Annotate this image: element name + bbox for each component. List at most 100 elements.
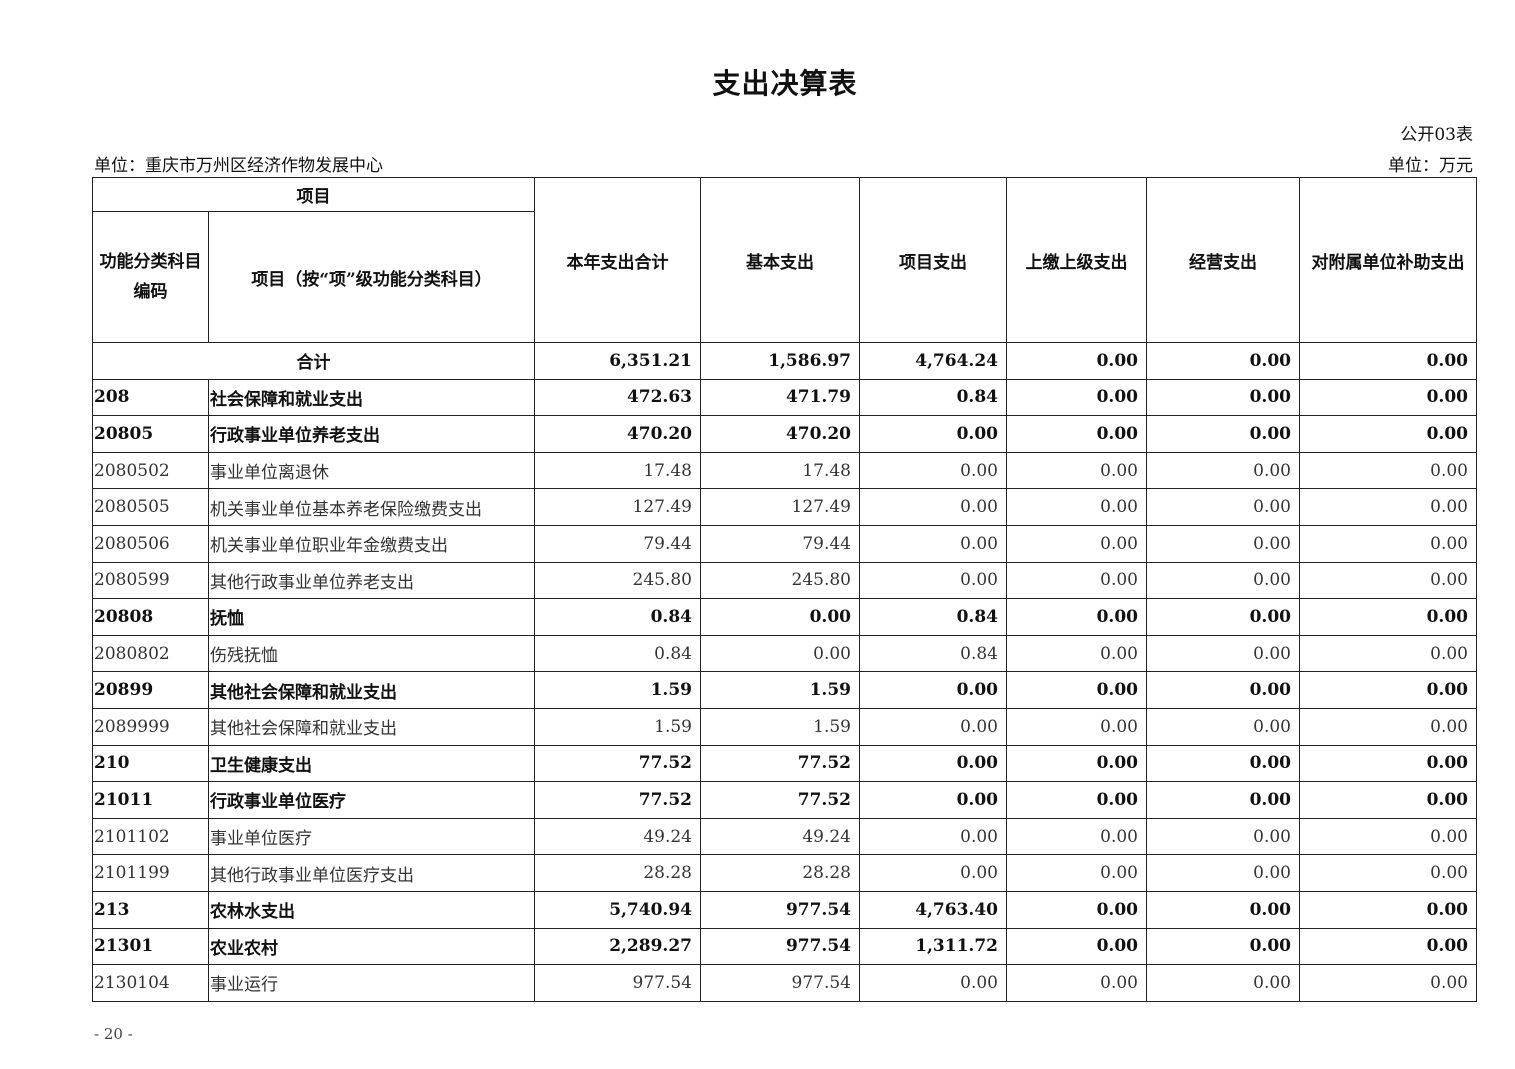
row-value: 0.00 <box>1006 451 1147 490</box>
table-row: 2101102 事业单位医疗 49.24 49.24 0.00 0.00 0.00 0.00 <box>92 817 1477 856</box>
table-row: 2080505 机关事业单位基本养老保险缴费支出 127.49 127.49 0.00 0… <box>92 488 1477 526</box>
row-code: 2080502 <box>92 451 209 490</box>
table-row: 21301 农业农村 2,289.27 977.54 1,311.72 0.00 0.00 0… <box>92 927 1477 966</box>
row-value: 0.00 <box>1299 451 1477 490</box>
row-name: 事业运行 <box>208 964 535 1002</box>
row-value: 0.00 <box>1146 707 1300 746</box>
row-value: 0.00 <box>859 744 1007 783</box>
row-value: 0.00 <box>1299 707 1477 746</box>
row-value: 470.20 <box>700 415 860 453</box>
row-value: 0.00 <box>1006 378 1147 417</box>
row-code: 2080505 <box>92 488 209 526</box>
unit-currency: 单位：万元 <box>1388 156 1473 176</box>
row-code: 2080802 <box>92 634 209 673</box>
row-code: 2080599 <box>92 561 209 600</box>
row-value: 471.79 <box>700 378 860 417</box>
row-value: 49.24 <box>534 817 701 856</box>
row-name: 社会保障和就业支出 <box>208 378 535 417</box>
table-row: 20808 抚恤 0.84 0.00 0.84 0.00 0.00 0.00 <box>92 598 1477 636</box>
row-value: 0.00 <box>1146 781 1300 819</box>
row-value: 77.52 <box>534 744 701 783</box>
unit-organization: 单位：重庆市万州区经济作物发展中心 <box>94 156 383 176</box>
row-name: 其他行政事业单位医疗支出 <box>208 854 535 892</box>
row-code: 208 <box>92 378 209 417</box>
row-code: 210 <box>92 744 209 783</box>
row-value: 77.52 <box>700 744 860 783</box>
header-business: 经营支出 <box>1146 177 1300 343</box>
row-value: 977.54 <box>534 964 701 1002</box>
row-value: 0.00 <box>1146 671 1300 709</box>
row-value: 1,311.72 <box>859 927 1007 966</box>
page-title: 支出决算表 <box>712 67 858 100</box>
row-value: 0.00 <box>1146 524 1300 563</box>
row-name: 其他社会保障和就业支出 <box>208 707 535 746</box>
row-value: 0.00 <box>1146 744 1300 783</box>
row-value: 0.00 <box>1299 415 1477 453</box>
table-row: 20805 行政事业单位养老支出 470.20 470.20 0.00 0.00 0.00 0… <box>92 415 1477 453</box>
page-number: - 20 - <box>94 1025 133 1043</box>
table-row: 210 卫生健康支出 77.52 77.52 0.00 0.00 0.00 0.00 <box>92 744 1477 783</box>
row-code: 2101102 <box>92 817 209 856</box>
total-value: 1,586.97 <box>700 342 860 380</box>
row-value: 17.48 <box>534 451 701 490</box>
row-value: 470.20 <box>534 415 701 453</box>
row-value: 0.00 <box>1299 561 1477 600</box>
header-project: 项目 <box>92 177 535 212</box>
row-value: 0.00 <box>1299 817 1477 856</box>
row-code: 213 <box>92 890 209 929</box>
row-value: 0.00 <box>1299 671 1477 709</box>
row-name: 伤残抚恤 <box>208 634 535 673</box>
row-value: 0.00 <box>859 671 1007 709</box>
row-value: 0.00 <box>1299 598 1477 636</box>
row-value: 1.59 <box>700 671 860 709</box>
row-code: 2080506 <box>92 524 209 563</box>
row-value: 0.00 <box>1006 488 1147 526</box>
row-value: 0.00 <box>700 598 860 636</box>
total-value: 0.00 <box>1146 342 1300 380</box>
header-basic: 基本支出 <box>700 177 860 343</box>
row-value: 0.84 <box>534 634 701 673</box>
row-value: 0.00 <box>1006 634 1147 673</box>
row-value: 0.00 <box>1299 378 1477 417</box>
row-code: 21011 <box>92 781 209 819</box>
header-upper: 上缴上级支出 <box>1006 177 1147 343</box>
row-value: 0.00 <box>859 561 1007 600</box>
row-value: 0.00 <box>1006 854 1147 892</box>
row-value: 0.00 <box>859 781 1007 819</box>
row-name: 卫生健康支出 <box>208 744 535 783</box>
row-value: 0.00 <box>859 524 1007 563</box>
row-value: 0.00 <box>1006 781 1147 819</box>
row-name: 事业单位离退休 <box>208 451 535 490</box>
row-value: 4,763.40 <box>859 890 1007 929</box>
row-value: 0.00 <box>1146 451 1300 490</box>
row-name: 行政事业单位医疗 <box>208 781 535 819</box>
row-value: 0.00 <box>1146 415 1300 453</box>
row-value: 0.00 <box>1146 927 1300 966</box>
row-value: 79.44 <box>700 524 860 563</box>
row-value: 0.00 <box>1006 524 1147 563</box>
row-name: 农林水支出 <box>208 890 535 929</box>
row-name: 行政事业单位养老支出 <box>208 415 535 453</box>
row-value: 0.00 <box>1006 817 1147 856</box>
row-name: 机关事业单位基本养老保险缴费支出 <box>208 488 535 526</box>
row-value: 977.54 <box>700 890 860 929</box>
table-row: 2130104 事业运行 977.54 977.54 0.00 0.00 0.00 0.00 <box>92 964 1477 1002</box>
row-value: 0.00 <box>1299 634 1477 673</box>
row-value: 79.44 <box>534 524 701 563</box>
row-value: 0.84 <box>859 378 1007 417</box>
row-value: 0.00 <box>1006 707 1147 746</box>
table-row: 208 社会保障和就业支出 472.63 471.79 0.84 0.00 0.00 0.00 <box>92 378 1477 417</box>
row-value: 0.00 <box>859 817 1007 856</box>
row-value: 77.52 <box>534 781 701 819</box>
table-row: 2101199 其他行政事业单位医疗支出 28.28 28.28 0.00 0.00 0.0… <box>92 854 1477 892</box>
row-code: 2101199 <box>92 854 209 892</box>
row-code: 20805 <box>92 415 209 453</box>
row-value: 77.52 <box>700 781 860 819</box>
header-project-expense: 项目支出 <box>859 177 1007 343</box>
row-value: 0.00 <box>1006 415 1147 453</box>
total-value: 4,764.24 <box>859 342 1007 380</box>
row-value: 49.24 <box>700 817 860 856</box>
row-code: 20808 <box>92 598 209 636</box>
table-row: 2080506 机关事业单位职业年金缴费支出 79.44 79.44 0.00 0.00 0… <box>92 524 1477 563</box>
table-row: 2080502 事业单位离退休 17.48 17.48 0.00 0.00 0.00 0.00 <box>92 451 1477 490</box>
